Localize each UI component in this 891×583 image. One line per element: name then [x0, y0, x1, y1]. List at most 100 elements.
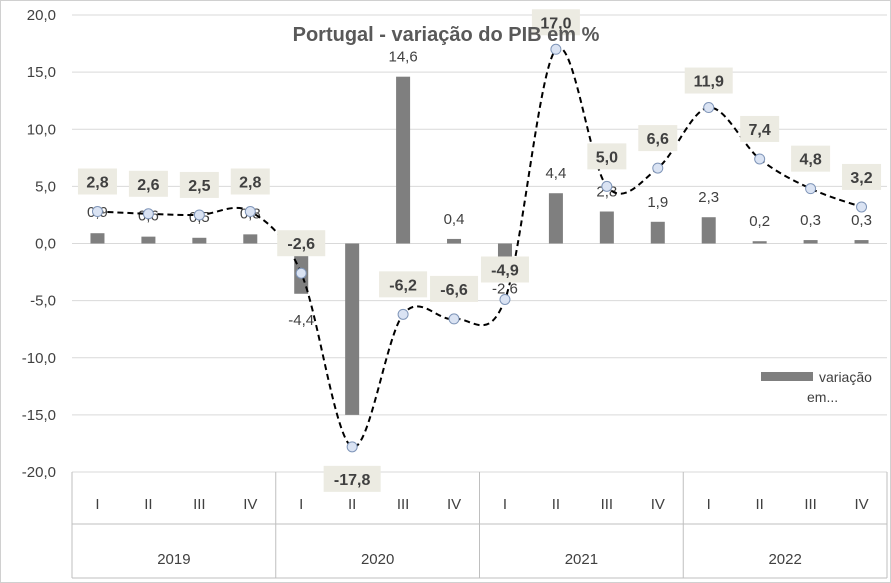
y-tick-label: 0,0	[35, 236, 56, 253]
line-label-box	[430, 275, 479, 302]
line-point	[703, 102, 715, 114]
line-label-box	[77, 168, 117, 195]
line-label-box	[480, 256, 529, 283]
line-label-box	[587, 143, 627, 170]
line-point	[448, 313, 460, 325]
quarter-tick-label: II	[552, 496, 560, 513]
quarter-tick-label: II	[755, 496, 763, 513]
line-value-label: 11,9	[694, 74, 724, 91]
line-point	[397, 308, 409, 320]
line-point	[601, 180, 613, 192]
year-tick-label: 2020	[361, 551, 394, 568]
quarter-tick-label: II	[144, 496, 152, 513]
line-value-label: -4,9	[491, 262, 519, 279]
line-point	[652, 162, 664, 174]
y-tick-label: -15,0	[22, 407, 56, 424]
line-label-box	[277, 230, 326, 257]
bar-value-label: 0,3	[800, 212, 821, 229]
y-tick-label: 5,0	[35, 178, 56, 195]
line-value-label: 2,8	[86, 175, 108, 192]
legend: variação em...	[761, 369, 872, 405]
line-label-box	[842, 163, 882, 190]
bar	[701, 217, 716, 244]
quarter-tick-label: IV	[854, 496, 868, 513]
quarter-tick-label: I	[503, 496, 507, 513]
line-label-box	[179, 171, 219, 198]
year-tick-label: 2021	[565, 551, 598, 568]
bar-value-label: 0,2	[749, 213, 770, 230]
line-value-label: -6,6	[440, 282, 468, 299]
bar	[396, 76, 411, 244]
y-tick-label: 15,0	[27, 64, 56, 81]
quarter-tick-label: I	[95, 496, 99, 513]
line-label-box	[531, 9, 580, 36]
quarter-tick-label: IV	[243, 496, 257, 513]
y-tick-label: -10,0	[22, 350, 56, 367]
y-tick-label: -20,0	[22, 464, 56, 481]
year-tick-label: 2019	[157, 551, 190, 568]
line-label-layer: 2,8 2,6 2,5 2,8 -2,6 -17,8 -6,2 -6,6 -4,9 17,0 5,0…	[77, 9, 882, 492]
line-point	[805, 183, 817, 195]
quarter-tick-label: III	[804, 496, 817, 513]
bar-value-label: 14,6	[388, 49, 417, 66]
bar	[803, 240, 818, 244]
legend-label-line2: em...	[807, 389, 838, 405]
line-point	[856, 201, 868, 213]
line-value-label: 3,2	[850, 170, 872, 187]
year-tick-label: 2022	[768, 551, 801, 568]
y-tick-label: 10,0	[27, 121, 56, 138]
line-label-box	[128, 170, 168, 197]
line-value-label: -6,2	[389, 277, 417, 294]
bar-value-label: -4,4	[288, 312, 314, 329]
bar-value-label: 0,3	[851, 212, 872, 229]
y-tick-label: 20,0	[27, 7, 56, 24]
line-layer	[91, 43, 868, 453]
line-label-box	[740, 115, 780, 142]
line-value-label: 2,5	[188, 178, 210, 195]
line-point	[499, 293, 511, 305]
quarter-tick-label: III	[193, 496, 206, 513]
quarter-tick-label: IV	[651, 496, 665, 513]
legend-swatch	[761, 372, 813, 381]
line-value-label: 2,8	[239, 175, 261, 192]
bar-value-label: 2,3	[698, 189, 719, 206]
bar	[650, 221, 665, 244]
quarter-tick-label: IV	[447, 496, 461, 513]
bar	[141, 236, 156, 244]
line-value-label: 7,4	[749, 122, 771, 139]
series-line	[97, 46, 862, 448]
quarter-tick-label: II	[348, 496, 356, 513]
bar-value-label: 0,4	[444, 211, 465, 228]
line-point	[295, 267, 307, 279]
line-point	[91, 206, 103, 218]
bar	[90, 233, 105, 244]
quarter-tick-label: I	[299, 496, 303, 513]
quarter-tick-label: I	[707, 496, 711, 513]
line-point	[346, 441, 358, 453]
chart-title: Portugal - variação do PIB em %	[293, 24, 600, 46]
line-value-label: -2,6	[287, 236, 315, 253]
legend-label-line1: variação	[819, 369, 872, 385]
line-value-label: 6,6	[647, 131, 669, 148]
line-label-box	[791, 145, 831, 172]
line-point	[754, 153, 766, 165]
bar	[192, 237, 207, 244]
bar	[447, 238, 462, 244]
bar	[854, 240, 869, 244]
line-value-label: 17,0	[540, 15, 571, 32]
bar	[752, 241, 767, 244]
bar	[599, 211, 614, 244]
line-value-label: 4,8	[799, 152, 821, 169]
bar-value-label: -2,6	[492, 280, 518, 297]
line-point	[244, 206, 256, 218]
line-label-box	[638, 125, 678, 152]
line-label-box	[379, 271, 428, 298]
line-value-label: 5,0	[596, 149, 618, 166]
line-point	[550, 43, 562, 55]
line-label-box	[684, 67, 733, 94]
quarter-tick-label: III	[397, 496, 410, 513]
line-point	[193, 209, 205, 221]
line-label-box	[230, 168, 270, 195]
bar-value-label: 1,9	[647, 194, 668, 211]
